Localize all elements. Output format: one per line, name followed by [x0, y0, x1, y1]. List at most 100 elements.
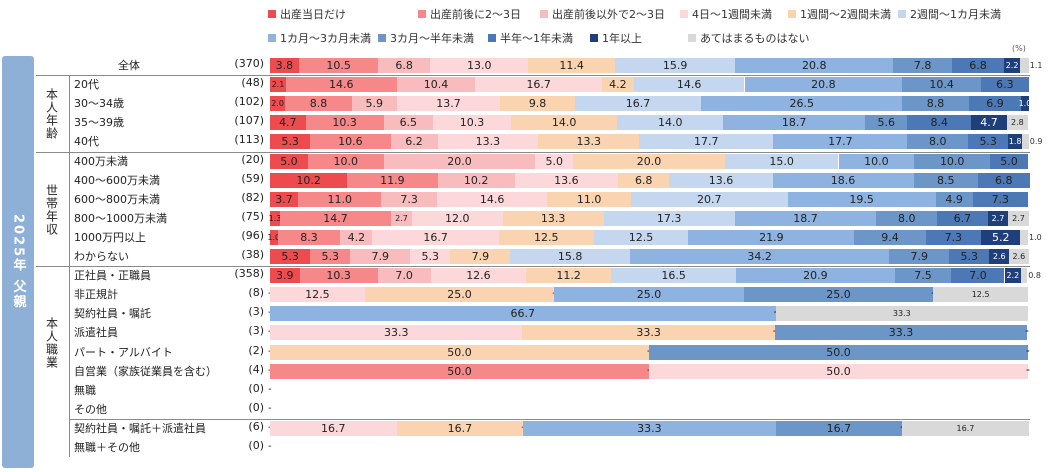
zero-dash: - [268, 287, 272, 302]
bar-segment: 5.3 [949, 249, 990, 264]
data-label: 15.0 [769, 154, 794, 168]
row-sample-size: (3) [248, 305, 264, 319]
bar-row: 1.3 14.7 2.7 12.0 13.3 17.3 18.7 8.0 6.7 2.7 2.7 [269, 210, 1029, 226]
zero-dash: - [1026, 364, 1030, 376]
zero-dash: - [1025, 326, 1029, 338]
legend-item: 4日～1週間未満 [680, 6, 772, 22]
data-label: 2.2 [1005, 61, 1019, 70]
row-sample-size: (0) [248, 400, 264, 414]
data-label: 10.0 [864, 154, 889, 168]
bar-segment: 8.5 [913, 172, 978, 188]
data-label: 34.2 [747, 250, 772, 263]
bar-segment: 11.9 [347, 172, 438, 188]
row-sample-size: (6) [248, 419, 264, 433]
bar-segment: 50.0 [270, 363, 649, 379]
zero-dash: - [1026, 364, 1030, 376]
bar-row: -33.333.3--33.3--- [268, 325, 1029, 341]
bar-segment: 6.9 [968, 96, 1022, 112]
bar-segment: 7.0 [951, 268, 1005, 284]
legend-label: 出産前後以外で2～3日 [552, 8, 665, 21]
zero-dash: - [268, 345, 272, 360]
data-label: 13.6 [554, 173, 579, 187]
data-label: 6.2 [405, 135, 423, 149]
bar-row: 2.1 14.6 10.4 16.7 4.2 14.6 20.8 10.4 6.3 [270, 77, 1029, 93]
bar-segment: 25.0 [364, 287, 555, 303]
data-label: 10.0 [333, 154, 359, 168]
bar-segment: 2.7 [987, 210, 1009, 226]
zero-dash: - [1026, 345, 1030, 357]
bar-segment: 2.8 [1006, 115, 1028, 131]
bar-segment: 12.5 [270, 287, 365, 303]
legend-swatch [268, 10, 276, 18]
zero-dash: - [774, 306, 778, 321]
data-label: 13.3 [576, 135, 601, 149]
zero-dash: - [931, 287, 935, 302]
bar-segment: 7.8 [893, 58, 953, 73]
zero-dash: - [1025, 326, 1029, 338]
data-label: 8.8 [309, 97, 328, 111]
data-label: 2.6 [992, 252, 1006, 261]
bar-row: -12.525.0-25.025.0--12.5 [268, 287, 1028, 303]
data-label: 4.2 [609, 78, 627, 92]
bar-row: -50.0-50.0------- [268, 363, 1030, 379]
data-label: 33.3 [888, 326, 914, 340]
bar-segment: 2.7 [1008, 210, 1029, 226]
data-label: 5.3 [321, 250, 340, 263]
bar-segment: 2.0 [270, 96, 286, 112]
bar-row: 5.3 5.3 7.9 5.3 7.9 15.8 34.2 7.9 5.3 2.6 2.6 [270, 249, 1029, 264]
bar-segment: 13.7 [396, 96, 501, 112]
row-label: 全体 [118, 59, 140, 72]
bar-segment: 16.7 [270, 420, 397, 436]
data-label: 5.9 [365, 97, 383, 111]
row-sample-size: (75) [241, 209, 264, 223]
bar-segment: 16.7 [775, 420, 903, 436]
row-sample-size: (0) [248, 439, 264, 452]
data-label: 7.9 [471, 250, 490, 263]
bar-row: - [268, 402, 1028, 417]
data-label: 16.7 [423, 230, 448, 244]
data-label: 4.7 [980, 116, 998, 130]
legend-swatch [418, 10, 426, 18]
bar-segment: 6.8 [977, 172, 1030, 188]
data-label: 4.2 [347, 230, 366, 244]
bar-segment: 4.2 [340, 229, 373, 245]
bar-segment: 13.6 [669, 172, 773, 188]
unit-label: (%) [1012, 44, 1026, 53]
bar-segment: 5.0 [535, 153, 574, 169]
zero-dash: - [268, 402, 272, 414]
bar-row: 10.2 11.9 10.2 13.6 6.8 13.6 18.6 8.5 6.8 [270, 172, 1030, 188]
data-label: 33.3 [637, 421, 662, 435]
bar-segment: 50.0 [649, 344, 1028, 360]
group-label: 本人年齢 [36, 76, 68, 152]
bar-segment: 17.3 [603, 210, 735, 226]
zero-dash: - [647, 364, 651, 379]
row-label: 600～800万未満 [74, 192, 160, 206]
bar-segment: 14.6 [285, 77, 397, 93]
data-label: 16.7 [826, 421, 852, 435]
data-label: 6.8 [395, 59, 413, 72]
row-sample-size: (8) [248, 286, 264, 300]
legend-label: 2週間～1カ月未満 [910, 8, 1001, 21]
zero-dash: - [774, 306, 778, 321]
row-label: 40代 [74, 135, 99, 149]
bar-segment: 15.8 [510, 249, 631, 264]
bar-segment: 10.3 [432, 115, 512, 131]
group-divider [36, 75, 1030, 77]
bar-segment: 14.0 [511, 115, 618, 131]
bar-segment: 19.5 [787, 191, 936, 207]
data-label: 2.7 [1012, 213, 1025, 223]
data-label: 50.0 [826, 345, 851, 359]
bar-row: 4.7 10.3 6.5 10.3 14.0 14.0 18.7 5.6 8.4 4.7 2.8 [270, 115, 1028, 131]
bar-segment: 6.2 [390, 134, 438, 150]
bar-segment: 33.3 [775, 306, 1028, 322]
data-label: 14.0 [551, 116, 577, 130]
bar-row: 3.7 11.0 7.3 14.6 11.0 20.7 19.5 4.9 7.3 [270, 191, 1028, 207]
data-label: 5.3 [979, 135, 997, 149]
data-label: 10.5 [326, 59, 351, 72]
data-label: 5.2 [991, 230, 1010, 244]
row-label: 400～600万未満 [74, 173, 160, 187]
group-label: 世帯年収 [36, 153, 68, 268]
bar-segment: 1.3 [269, 210, 281, 226]
legend-item: 出産当日だけ [268, 6, 346, 22]
bar-segment: 10.4 [396, 77, 476, 93]
